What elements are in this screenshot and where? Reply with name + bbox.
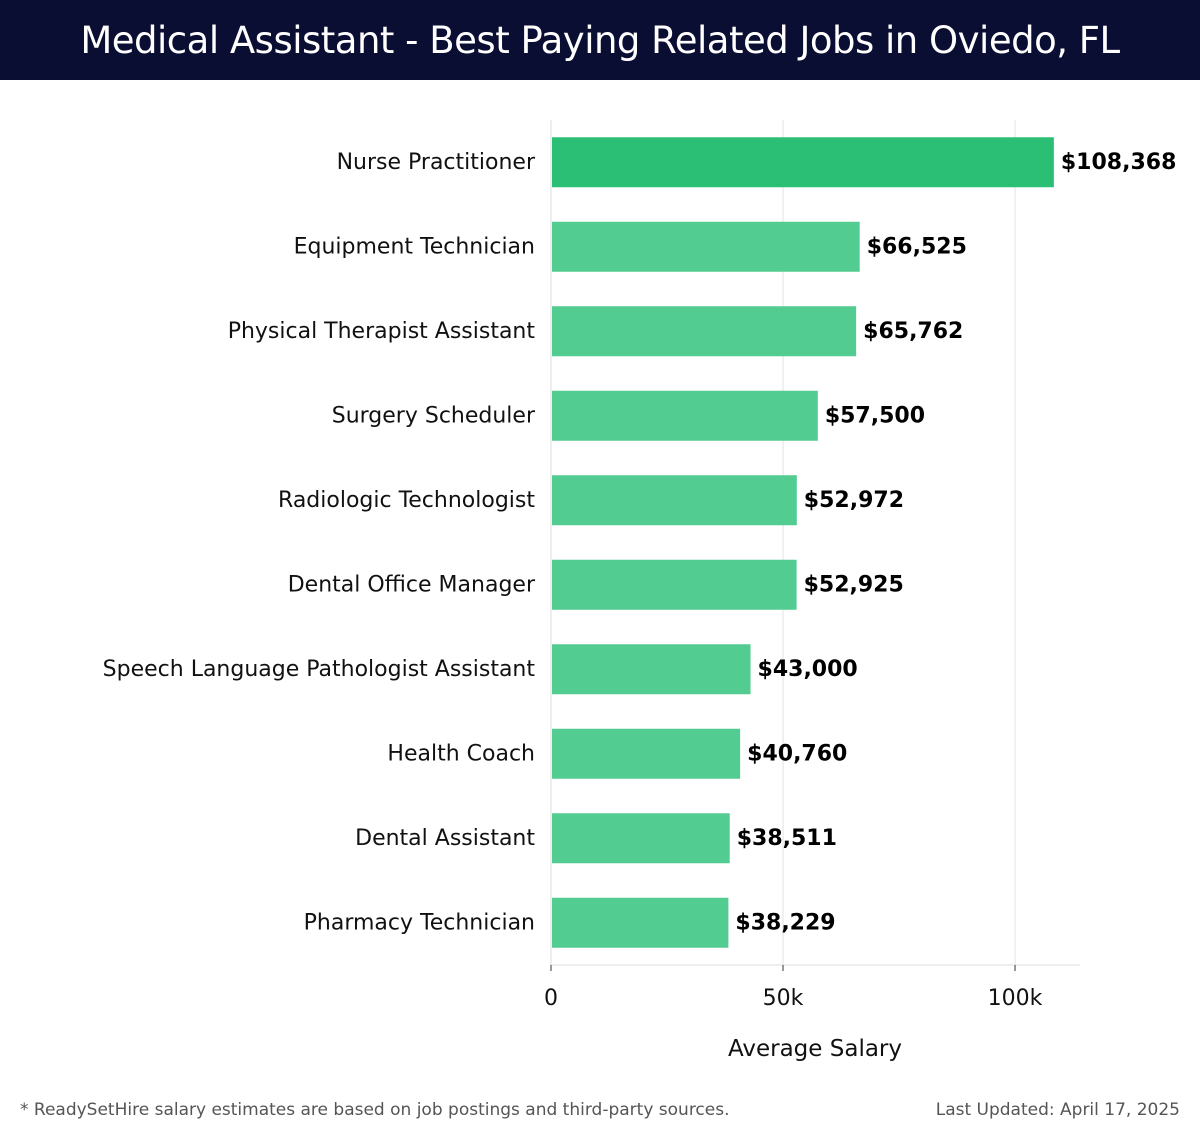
bar [552,728,741,779]
last-updated: Last Updated: April 17, 2025 [935,1100,1180,1120]
bar [552,137,1054,188]
title-bar: Medical Assistant - Best Paying Related … [0,0,1200,80]
category-label: Dental Assistant [355,826,535,851]
value-label: $52,972 [804,488,904,513]
bar [552,559,797,610]
value-label: $38,511 [737,826,837,851]
x-tick-label: 0 [544,986,558,1011]
value-label: $65,762 [863,319,963,344]
category-label: Physical Therapist Assistant [228,319,536,344]
category-label: Health Coach [387,741,535,766]
bar [552,221,860,272]
value-label: $108,368 [1061,150,1177,175]
bar [552,644,751,695]
bars [552,137,1054,948]
bar [552,306,857,357]
category-label: Radiologic Technologist [278,488,535,513]
salary-bar-chart: Nurse Practitioner Equipment Technician Ph… [103,120,1176,1062]
category-label: Surgery Scheduler [332,403,536,428]
footer-note: * ReadySetHire salary estimates are base… [20,1100,730,1120]
category-label: Pharmacy Technician [304,910,535,935]
category-label: Nurse Practitioner [337,150,536,175]
x-axis: 0 50k 100k [544,120,1080,1011]
value-label: $66,525 [867,234,967,259]
bar [552,813,730,864]
page-title: Medical Assistant - Best Paying Related … [80,18,1120,62]
category-labels: Nurse Practitioner Equipment Technician Ph… [103,150,536,936]
value-label: $43,000 [758,657,858,682]
category-label: Dental Office Manager [288,572,536,597]
x-tick-label: 100k [988,986,1043,1011]
value-labels: $108,368 $66,525 $65,762 $57,500 $52,972 $52,… [735,150,1176,936]
category-label: Speech Language Pathologist Assistant [103,657,536,682]
bar [552,390,818,441]
x-axis-title: Average Salary [728,1036,902,1062]
bar [552,897,729,948]
value-label: $40,760 [747,741,847,766]
x-tick-label: 50k [763,986,804,1011]
value-label: $52,925 [804,572,904,597]
bar [552,475,797,526]
value-label: $57,500 [825,403,925,428]
category-label: Equipment Technician [294,234,535,259]
value-label: $38,229 [735,910,835,935]
